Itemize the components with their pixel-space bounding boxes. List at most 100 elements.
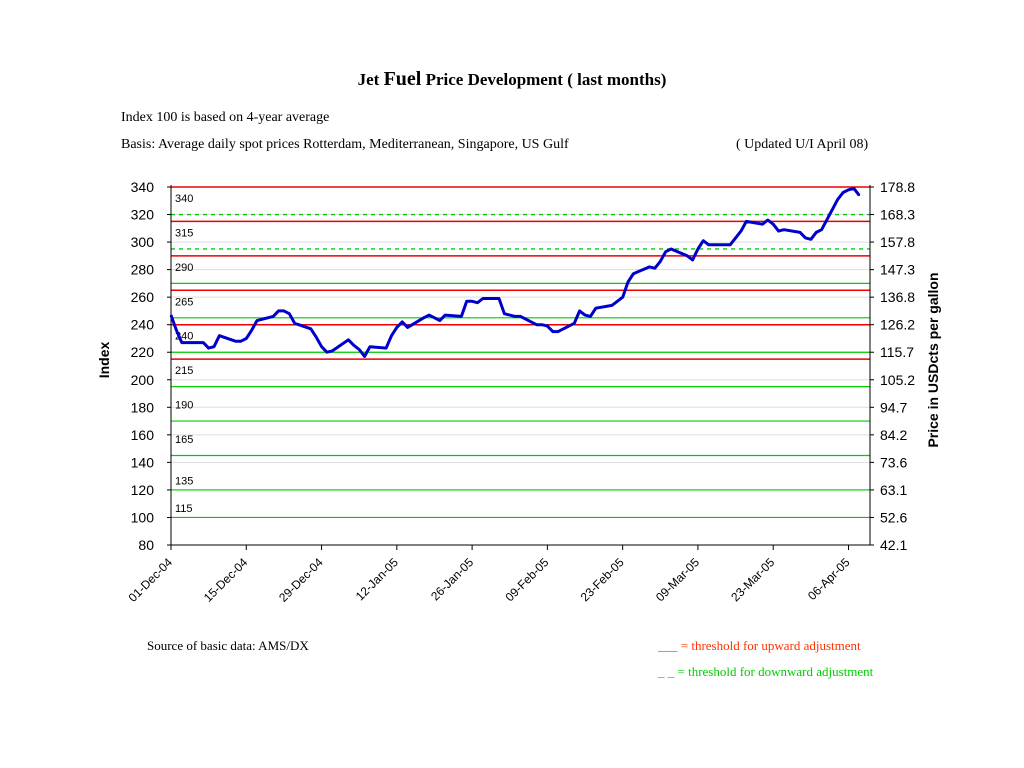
data-point xyxy=(444,314,447,316)
data-point xyxy=(664,250,667,253)
data-point xyxy=(648,266,651,268)
data-point xyxy=(707,244,710,246)
title-part-1: Jet xyxy=(357,70,384,89)
data-point xyxy=(745,220,748,223)
data-point xyxy=(476,301,479,304)
x-tick-label: 23-Feb-05 xyxy=(578,555,627,604)
data-point xyxy=(546,325,549,327)
y-tick-label: 300 xyxy=(131,234,155,250)
data-point xyxy=(772,223,775,225)
data-point xyxy=(519,315,522,318)
data-point xyxy=(729,244,731,246)
data-point xyxy=(310,328,312,330)
data-point xyxy=(654,267,656,270)
x-tick-label: 12-Jan-05 xyxy=(353,555,401,603)
data-point xyxy=(320,345,323,348)
y2-tick-label: 168.3 xyxy=(880,207,915,223)
data-point xyxy=(170,314,172,316)
threshold-label: 290 xyxy=(175,262,193,274)
threshold-label: 135 xyxy=(175,475,193,487)
y-tick-label: 240 xyxy=(131,317,155,333)
data-point xyxy=(234,340,237,343)
data-point xyxy=(858,194,861,197)
data-point xyxy=(471,300,473,303)
updated-note: ( Updated U/I April 08) xyxy=(736,137,869,152)
y2-tick-label: 63.1 xyxy=(880,482,907,498)
y2-tick-label: 147.3 xyxy=(880,262,915,278)
y-axis-title: Index xyxy=(96,342,112,379)
index-note: Index 100 is based on 4-year average xyxy=(121,110,330,125)
threshold-label: 215 xyxy=(175,365,193,377)
legend-downward-threshold: _ _ = threshold for downward adjustment xyxy=(658,664,874,679)
threshold-label: 340 xyxy=(175,193,193,205)
data-point xyxy=(799,231,801,234)
data-point xyxy=(385,347,387,349)
threshold-label: 265 xyxy=(175,296,193,308)
data-point xyxy=(315,336,317,338)
data-point xyxy=(594,307,597,309)
data-point xyxy=(439,319,441,322)
x-tick-label: 26-Jan-05 xyxy=(428,555,476,603)
data-point xyxy=(734,237,737,239)
y-tick-label: 80 xyxy=(138,537,154,553)
data-point xyxy=(202,341,205,344)
y-tick-label: 100 xyxy=(131,509,155,525)
y2-tick-label: 94.7 xyxy=(880,399,907,415)
data-point xyxy=(256,319,258,322)
y-tick-label: 340 xyxy=(131,179,155,195)
data-point xyxy=(498,297,500,300)
data-point xyxy=(611,304,613,307)
x-tick-label: 01-Dec-04 xyxy=(126,555,176,605)
y2-tick-label: 42.1 xyxy=(880,537,907,553)
data-point xyxy=(551,330,554,333)
data-point xyxy=(632,272,635,275)
data-point xyxy=(396,326,398,329)
data-point xyxy=(288,312,291,315)
x-tick-label: 15-Dec-04 xyxy=(201,555,251,605)
data-point xyxy=(578,310,581,312)
y-tick-label: 320 xyxy=(131,207,155,223)
x-tick-label: 29-Dec-04 xyxy=(276,555,326,605)
data-point xyxy=(406,326,409,329)
data-point xyxy=(670,248,672,250)
data-point xyxy=(847,188,850,191)
data-point xyxy=(422,317,425,319)
data-point xyxy=(207,347,210,349)
data-point xyxy=(433,317,436,319)
threshold-label: 115 xyxy=(175,503,193,515)
data-point xyxy=(514,315,516,318)
data-point xyxy=(836,198,839,201)
data-point xyxy=(390,334,393,337)
y2-tick-label: 178.8 xyxy=(880,179,915,195)
data-point xyxy=(842,191,844,194)
data-point xyxy=(702,239,705,242)
data-point xyxy=(180,341,183,344)
threshold-label: 165 xyxy=(175,434,193,446)
y2-tick-label: 84.2 xyxy=(880,427,907,443)
data-point xyxy=(283,310,285,312)
data-point xyxy=(804,237,807,239)
y-tick-label: 160 xyxy=(131,427,155,443)
data-point xyxy=(460,315,463,318)
data-point xyxy=(557,330,559,333)
data-point xyxy=(175,329,178,332)
data-point xyxy=(347,339,350,341)
x-tick-label: 23-Mar-05 xyxy=(728,555,777,604)
data-point xyxy=(277,310,280,312)
data-point xyxy=(428,314,430,316)
threshold-label: 190 xyxy=(175,400,193,412)
data-point xyxy=(589,315,592,318)
data-point xyxy=(621,296,624,298)
title-part-3: Price Development ( last months) xyxy=(421,70,667,89)
data-point xyxy=(369,345,371,348)
data-point xyxy=(691,259,694,261)
data-point xyxy=(810,238,812,241)
y2-tick-label: 136.8 xyxy=(880,289,915,305)
data-point xyxy=(363,355,366,358)
data-point xyxy=(465,300,468,303)
data-point xyxy=(659,260,662,263)
data-point xyxy=(584,314,586,316)
data-point xyxy=(503,312,506,315)
data-point xyxy=(761,223,764,225)
